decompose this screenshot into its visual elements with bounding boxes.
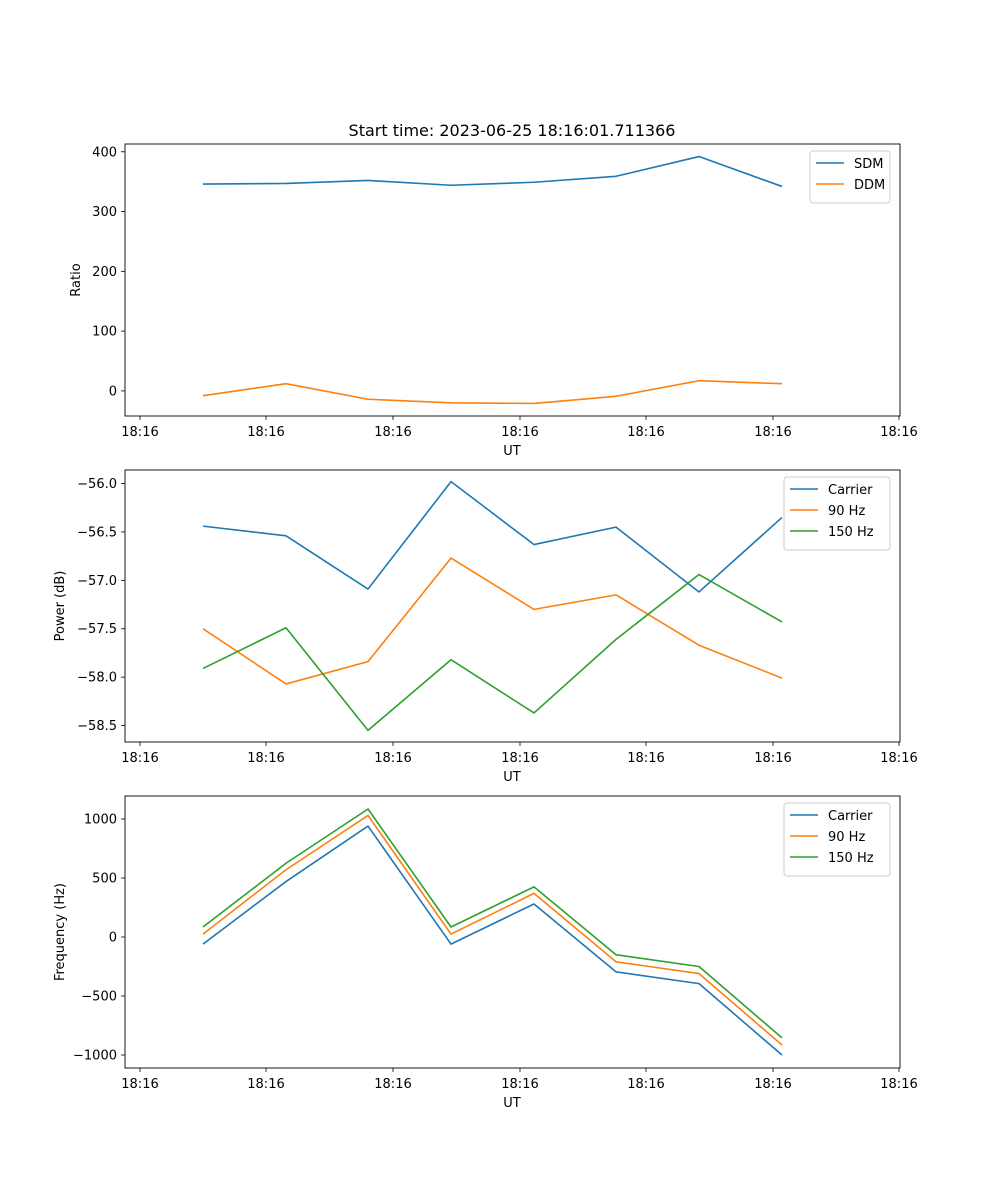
series-line-150-hz <box>202 808 783 1039</box>
legend-label: Carrier <box>828 809 873 824</box>
x-tick-label: 18:16 <box>880 751 917 766</box>
legend-label: SDM <box>854 157 883 172</box>
y-axis-label: Ratio <box>69 263 84 296</box>
y-tick-label: −500 <box>81 990 117 1005</box>
y-tick-label: −56.0 <box>77 477 117 492</box>
y-axis-label: Frequency (Hz) <box>53 883 68 981</box>
x-tick-label: 18:16 <box>121 425 158 440</box>
y-tick-label: 200 <box>92 265 117 280</box>
plot-frame <box>124 795 901 1069</box>
series-line-sdm <box>202 155 783 188</box>
x-tick-label: 18:16 <box>374 751 411 766</box>
y-tick-label: 0 <box>109 384 117 399</box>
x-tick-label: 18:16 <box>754 1077 791 1092</box>
x-tick-label: 18:16 <box>880 425 917 440</box>
y-tick-label: 100 <box>92 325 117 340</box>
x-tick-label: 18:16 <box>501 751 538 766</box>
x-tick-label: 18:16 <box>374 425 411 440</box>
series-line-ddm <box>202 379 783 405</box>
y-tick-label: −56.5 <box>77 525 117 540</box>
x-tick-label: 18:16 <box>627 425 664 440</box>
y-tick-label: −1000 <box>73 1049 117 1064</box>
x-tick-label: 18:16 <box>247 1077 284 1092</box>
y-tick-label: 500 <box>92 872 117 887</box>
chart-panel-1: 18:16 18:16 18:16 18:16 18:16 18:16 18:16 0 100 2… <box>69 143 918 459</box>
series-line-90-hz <box>202 814 783 1046</box>
x-tick-label: 18:16 <box>121 1077 158 1092</box>
x-tick-label: 18:16 <box>247 425 284 440</box>
x-tick-label: 18:16 <box>374 1077 411 1092</box>
x-tick-label: 18:16 <box>627 1077 664 1092</box>
legend-box <box>809 150 891 204</box>
x-axis-label: UT <box>503 1096 521 1111</box>
series-line-carrier <box>202 825 783 1056</box>
legend: Carrier 90 Hz 150 Hz <box>783 476 891 551</box>
figure-title: Start time: 2023-06-25 18:16:01.711366 <box>349 121 676 140</box>
plot-frame <box>124 469 901 743</box>
legend-label: Carrier <box>828 483 873 498</box>
x-tick-label: 18:16 <box>880 1077 917 1092</box>
y-tick-label: 0 <box>109 931 117 946</box>
plot-frame <box>124 143 901 417</box>
x-tick-label: 18:16 <box>754 425 791 440</box>
x-axis-label: UT <box>503 444 521 459</box>
legend: Carrier 90 Hz 150 Hz <box>783 802 891 877</box>
panels: 18:16 18:16 18:16 18:16 18:16 18:16 18:16 0 100 2… <box>53 143 918 1111</box>
x-tick-label: 18:16 <box>627 751 664 766</box>
x-tick-label: 18:16 <box>247 751 284 766</box>
legend-label: 150 Hz <box>828 851 874 866</box>
series-line-carrier <box>202 480 783 593</box>
legend: SDM DDM <box>809 150 891 204</box>
series-line-90-hz <box>202 557 783 685</box>
y-tick-label: −57.5 <box>77 622 117 637</box>
y-tick-label: −58.0 <box>77 671 117 686</box>
chart-panel-2: 18:16 18:16 18:16 18:16 18:16 18:16 18:16 −56.0… <box>53 469 918 785</box>
legend-label: 90 Hz <box>828 830 865 845</box>
x-tick-label: 18:16 <box>501 1077 538 1092</box>
x-axis-label: UT <box>503 770 521 785</box>
y-tick-label: 400 <box>92 145 117 160</box>
chart-panel-3: 18:16 18:16 18:16 18:16 18:16 18:16 18:16 1000 5… <box>53 795 918 1111</box>
y-axis-label: Power (dB) <box>53 571 68 642</box>
y-tick-label: 300 <box>92 205 117 220</box>
y-tick-label: −58.5 <box>77 719 117 734</box>
x-tick-label: 18:16 <box>121 751 158 766</box>
y-tick-label: −57.0 <box>77 574 117 589</box>
x-tick-label: 18:16 <box>754 751 791 766</box>
x-tick-label: 18:16 <box>501 425 538 440</box>
legend-label: DDM <box>854 178 885 193</box>
series-line-150-hz <box>202 573 783 732</box>
legend-label: 150 Hz <box>828 525 874 540</box>
legend-label: 90 Hz <box>828 504 865 519</box>
y-tick-label: 1000 <box>84 813 117 828</box>
